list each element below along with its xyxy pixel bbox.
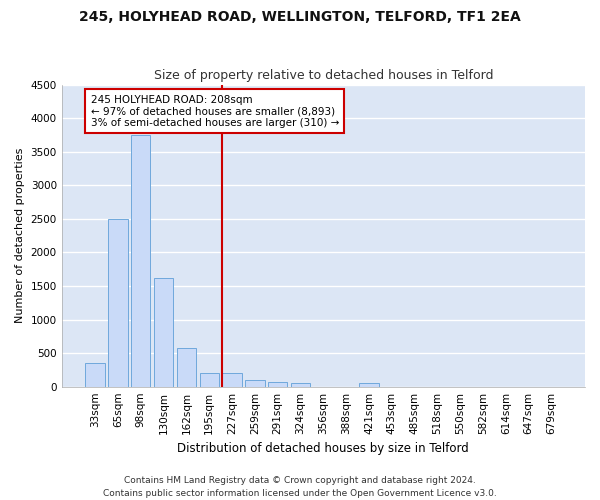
Bar (131, 135, 151, 386)
Bar (223, 374, 242, 386)
Y-axis label: Number of detached properties: Number of detached properties (15, 148, 25, 324)
X-axis label: Distribution of detached houses by size in Telford: Distribution of detached houses by size … (178, 442, 469, 455)
Bar (177, 348, 196, 387)
Title: Size of property relative to detached houses in Telford: Size of property relative to detached ho… (154, 69, 493, 82)
Text: Contains HM Land Registry data © Crown copyright and database right 2024.
Contai: Contains HM Land Registry data © Crown c… (103, 476, 497, 498)
Bar (154, 278, 173, 386)
Bar (359, 384, 379, 386)
Bar (268, 382, 287, 386)
Bar (200, 374, 219, 386)
Bar (291, 384, 310, 386)
Bar (108, 219, 128, 386)
Bar (85, 363, 105, 386)
Text: 245 HOLYHEAD ROAD: 208sqm
← 97% of detached houses are smaller (8,893)
3% of sem: 245 HOLYHEAD ROAD: 208sqm ← 97% of detac… (91, 94, 339, 128)
Bar (245, 380, 265, 386)
Text: 245, HOLYHEAD ROAD, WELLINGTON, TELFORD, TF1 2EA: 245, HOLYHEAD ROAD, WELLINGTON, TELFORD,… (79, 10, 521, 24)
